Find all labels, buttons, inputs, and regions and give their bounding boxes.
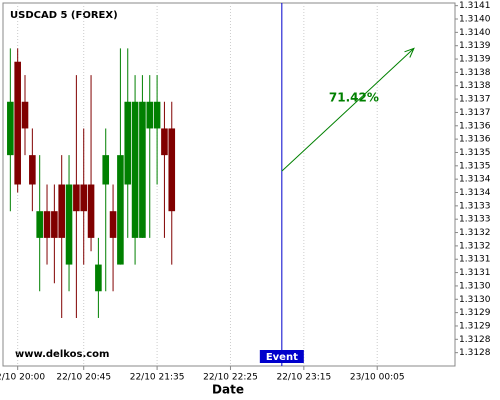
x-tick-label: 23/10 00:05: [350, 373, 405, 383]
y-tick-label: 1.3130: [459, 295, 491, 305]
y-tick-label: 1.3137: [459, 108, 491, 118]
event-label-box: [259, 350, 304, 363]
y-tick-label: 1.3135: [459, 148, 491, 158]
candle-body: [36, 211, 43, 238]
y-tick-label: 1.3129: [459, 308, 491, 318]
candle-body: [14, 61, 21, 185]
y-tick-label: 1.3128: [459, 348, 491, 358]
x-tick-label: 22/10 21:35: [130, 373, 185, 383]
y-tick-label: 1.3132: [459, 241, 491, 251]
y-tick-label: 1.3131: [459, 255, 491, 265]
candle-body: [124, 101, 132, 185]
candle-body: [65, 184, 73, 265]
candle-body: [131, 101, 139, 238]
y-tick-label: 1.3140: [459, 28, 491, 38]
x-tick-label: 22/10 22:25: [203, 373, 258, 383]
y-tick-label: 1.3132: [459, 228, 491, 238]
watermark: www.delkos.com: [15, 349, 109, 360]
candle-body: [43, 211, 51, 238]
candle-body: [80, 184, 88, 212]
arrow-label: 71.42%: [329, 90, 379, 104]
y-tick-label: 1.3135: [459, 161, 491, 171]
y-tick-label: 1.3134: [459, 188, 491, 198]
x-tick-label: 22/10 20:45: [56, 373, 111, 383]
y-tick-label: 1.3134: [459, 175, 491, 185]
forecast-arrow: [281, 48, 415, 172]
candle-body: [87, 184, 95, 238]
y-tick-label: 1.3139: [459, 41, 491, 51]
candle-body: [7, 101, 14, 156]
candle-body: [102, 155, 110, 185]
y-tick-label: 1.3128: [459, 335, 491, 345]
y-tick-label: 1.3138: [459, 68, 491, 78]
y-tick-label: 1.3141: [459, 1, 491, 11]
candle-body: [139, 101, 146, 238]
y-tick-label: 1.3133: [459, 201, 491, 211]
y-tick-label: 1.3131: [459, 268, 491, 278]
candle-body: [21, 101, 29, 129]
candle-body: [168, 128, 176, 212]
candle-body: [29, 155, 36, 185]
y-tick-label: 1.3139: [459, 55, 491, 65]
y-tick-label: 1.3140: [459, 15, 491, 25]
candle-body: [146, 101, 154, 129]
candle-body: [73, 184, 80, 212]
candle-body: [109, 211, 117, 238]
chart-title: USDCAD 5 (FOREX): [10, 10, 118, 21]
x-axis-label: Date: [212, 383, 244, 397]
candle-body: [95, 264, 102, 292]
candle-body: [117, 155, 124, 265]
y-tick-label: 1.3138: [459, 81, 491, 91]
candle-body: [161, 128, 168, 156]
y-tick-label: 1.3133: [459, 215, 491, 225]
y-tick-label: 1.3130: [459, 281, 491, 291]
arrow-head: [404, 47, 415, 58]
x-tick-label: 22/10 20:00: [0, 373, 45, 383]
candle-body: [58, 184, 66, 238]
candle-body: [51, 211, 58, 238]
candle-body: [153, 101, 161, 129]
y-tick-label: 1.3129: [459, 321, 491, 331]
x-tick-label: 22/10 23:15: [276, 373, 331, 383]
event-label: Event: [266, 352, 298, 363]
y-tick-label: 1.3136: [459, 121, 491, 131]
y-tick-label: 1.3136: [459, 135, 491, 145]
y-tick-label: 1.3137: [459, 95, 491, 105]
